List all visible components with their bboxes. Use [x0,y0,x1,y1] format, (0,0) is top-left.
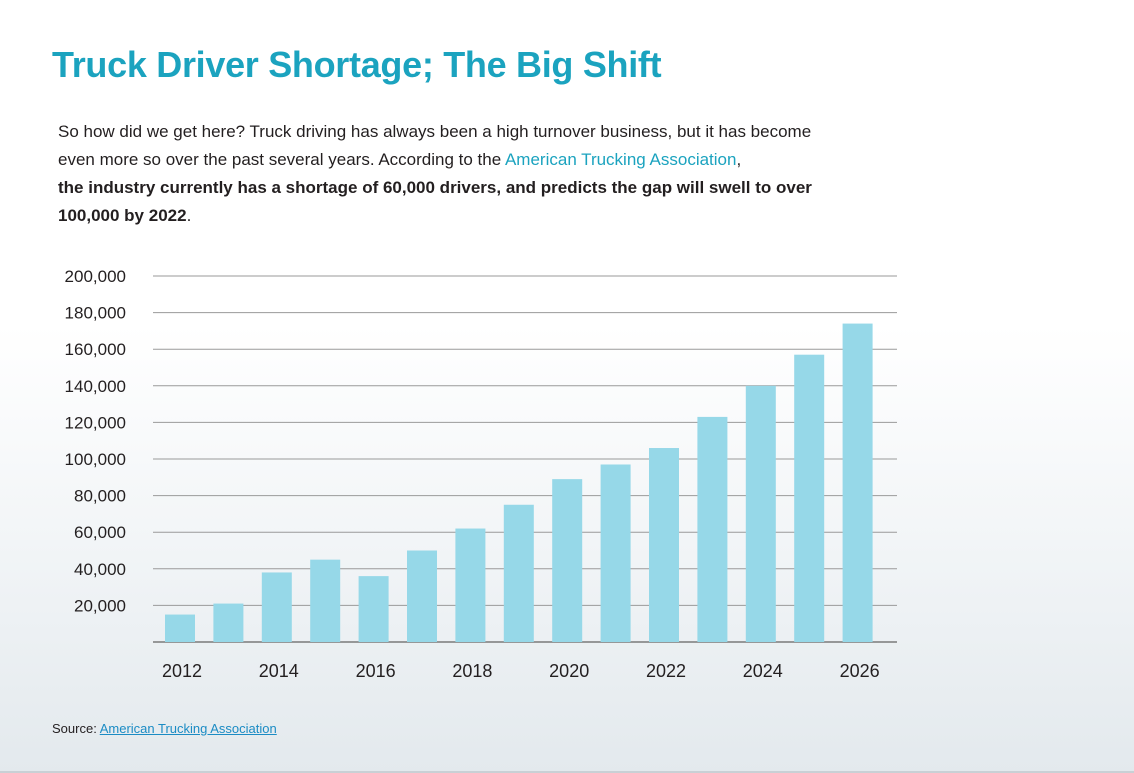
y-tick-label: 160,000 [65,340,126,359]
x-tick-label: 2022 [646,661,686,681]
y-tick-label: 180,000 [65,304,126,323]
page-title: Truck Driver Shortage; The Big Shift [52,44,662,85]
source-line: Source: American Trucking Association [52,721,277,736]
bar-2020 [552,479,583,642]
x-tick-label: 2020 [549,661,589,681]
bar-2018 [455,528,486,642]
bar-2015 [310,559,341,642]
bar-2016 [358,576,389,642]
x-tick-label: 2026 [840,661,880,681]
x-tick-label: 2016 [356,661,396,681]
bars [165,323,873,642]
y-axis-tick-labels: 20,000 40,000 60,000 80,000 100,000 120,000 14… [65,267,126,615]
bar-2014 [261,572,292,642]
y-tick-label: 100,000 [65,450,126,469]
bar-2019 [503,504,534,642]
bottom-divider [0,771,1134,773]
y-tick-label: 120,000 [65,413,126,432]
intro-paragraph: So how did we get here? Truck driving ha… [58,118,848,230]
y-tick-label: 40,000 [74,560,126,579]
y-tick-label: 140,000 [65,377,126,396]
bar-2013 [213,603,244,642]
bar-2023 [697,416,728,642]
x-tick-label: 2018 [452,661,492,681]
intro-text-1: So how did we get here? Truck driving ha… [58,122,812,169]
ata-link[interactable]: American Trucking Association [504,150,737,169]
x-tick-label: 2012 [162,661,202,681]
bar-2025 [794,354,825,642]
source-label: Source: [52,721,97,736]
intro-text-3: . [186,206,192,225]
y-tick-label: 200,000 [65,267,126,286]
shortage-bar-chart: 20,000 40,000 60,000 80,000 100,000 120,000 14… [65,267,897,681]
intro-text-2: , [736,150,742,169]
bar-2024 [745,385,776,642]
source-link[interactable]: American Trucking Association [99,721,277,736]
x-tick-label: 2014 [259,661,299,681]
bar-2017 [407,550,437,642]
intro-bold-statement: the industry currently has a shortage of… [58,178,812,225]
x-axis-tick-labels: 2012 2014 2016 2018 2020 2022 2024 2026 [162,661,880,681]
y-tick-label: 80,000 [74,487,126,506]
y-tick-label: 20,000 [74,596,126,615]
bar-2012 [165,614,195,642]
bar-2022 [649,448,679,642]
bar-2026 [842,323,873,642]
y-tick-label: 60,000 [74,523,126,542]
x-tick-label: 2024 [743,661,783,681]
bar-2021 [600,464,631,642]
